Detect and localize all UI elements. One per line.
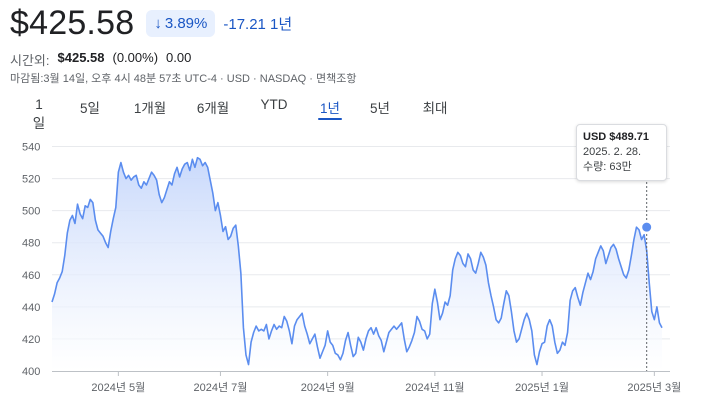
x-tick-label: 2024년 5월	[91, 381, 145, 394]
y-tick-label: 500	[22, 206, 40, 218]
y-tick-label: 480	[22, 238, 40, 250]
tooltip-price: USD $489.71	[583, 131, 650, 143]
chart-tooltip: USD $489.71 2025. 2. 28. 수량: 63만	[576, 124, 667, 181]
y-tick-label: 440	[22, 302, 40, 314]
x-tick-label: 2024년 7월	[194, 381, 248, 394]
highlight-layer	[641, 182, 653, 371]
x-tick-label: 2024년 11월	[405, 381, 464, 394]
change-badge: ↓ 3.89%	[146, 10, 216, 37]
change-absolute: -17.21 1년	[223, 16, 293, 33]
y-tick-label: 520	[22, 174, 40, 186]
after-hours-label: 시간외:	[10, 53, 50, 68]
x-tick-label: 2024년 9월	[301, 381, 355, 394]
area-layer	[51, 156, 663, 371]
highlight-point	[641, 221, 653, 233]
price-header: $425.58 ↓ 3.89% -17.21 1년	[10, 4, 292, 43]
y-tick-label: 460	[22, 270, 40, 282]
tooltip-date: 2025. 2. 28.	[583, 146, 642, 158]
after-hours-price: $425.58	[57, 50, 105, 65]
range-tabs: 1일 5일 1개월 6개월 YTD 1년 5년 최대	[0, 97, 701, 131]
arrow-down-icon: ↓	[154, 15, 162, 32]
y-tick-label: 540	[22, 142, 40, 154]
price-area	[52, 157, 662, 371]
price-chart[interactable]: 400 420 440 460 480 500 520 540 2024년 5월 2024년 7…	[0, 120, 701, 413]
market-status: 마감됨:3월 14일, 오후 4시 48분 57초 UTC-4 · USD · …	[10, 73, 357, 85]
price-line	[51, 156, 663, 366]
current-price: $425.58	[10, 4, 135, 42]
tab-5d[interactable]: 5일	[80, 101, 100, 116]
x-axis: 2024년 5월 2024년 7월 2024년 9월 2024년 11월 2025년 1…	[52, 371, 681, 394]
after-hours-percent: (0.00%)	[112, 50, 159, 65]
tab-5y[interactable]: 5년	[370, 101, 390, 116]
x-tick-label: 2025년 3월	[627, 381, 681, 394]
tab-6m[interactable]: 6개월	[196, 101, 230, 116]
after-hours-row: 시간외: $425.58 (0.00%) 0.00	[10, 50, 191, 69]
tab-max[interactable]: 최대	[422, 101, 448, 116]
tab-1d[interactable]: 1일	[32, 97, 46, 131]
y-tick-label: 420	[22, 334, 40, 346]
after-hours-change: 0.00	[166, 50, 192, 65]
x-tick-label: 2025년 1월	[515, 381, 569, 394]
tooltip-volume: 수량: 63만	[583, 161, 632, 173]
tab-1y[interactable]: 1년	[318, 97, 342, 120]
tab-ytd[interactable]: YTD	[260, 97, 288, 112]
change-percent: 3.89%	[164, 15, 208, 32]
y-tick-label: 400	[22, 366, 40, 378]
tab-1m[interactable]: 1개월	[133, 101, 167, 116]
